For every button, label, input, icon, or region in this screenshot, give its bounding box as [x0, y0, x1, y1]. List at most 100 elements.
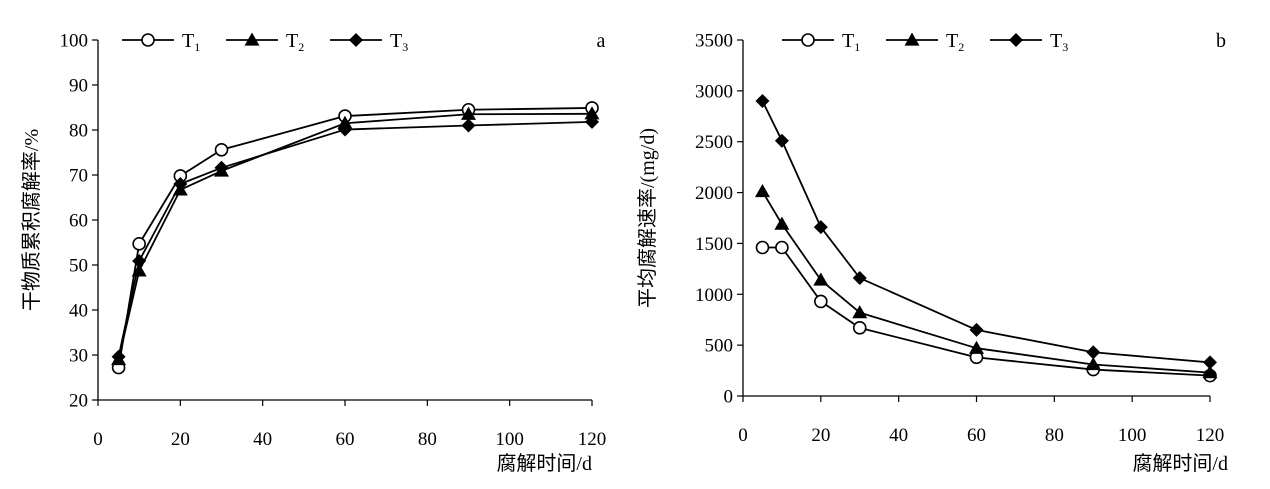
- x-tick-label: 20: [171, 429, 190, 450]
- y-tick-label: 70: [69, 166, 88, 187]
- legend-label: T1: [842, 30, 860, 54]
- y-tick-label: 50: [69, 256, 88, 277]
- legend-marker: [141, 33, 155, 47]
- x-axis-title: 腐解时间/d: [1132, 452, 1228, 475]
- data-point: [132, 253, 147, 268]
- x-tick-label: 120: [1196, 425, 1225, 446]
- legend-item: T3: [330, 30, 408, 54]
- y-axis-title: 干物质累积腐解率/%: [20, 129, 43, 311]
- data-point: [969, 340, 984, 354]
- x-tick-label: 60: [336, 429, 355, 450]
- y-tick-label: 3000: [695, 81, 733, 102]
- series-T2: [754, 184, 1218, 379]
- y-tick-label: 90: [69, 76, 88, 97]
- series-line: [761, 100, 1211, 364]
- x-axis-title: 腐解时间/d: [496, 452, 592, 475]
- data-point: [214, 160, 229, 175]
- data-point: [1203, 355, 1217, 370]
- y-tick-label: 100: [60, 31, 89, 52]
- data-point: [813, 220, 828, 235]
- data-point: [969, 322, 984, 337]
- y-tick-label: 20: [69, 391, 88, 412]
- data-point: [774, 216, 790, 230]
- data-point: [852, 271, 867, 286]
- x-tick-label: 100: [495, 429, 524, 450]
- x-tick-label: 0: [738, 425, 748, 446]
- y-tick-label: 0: [724, 387, 734, 408]
- data-point: [461, 118, 476, 133]
- legend-item: T3: [990, 30, 1068, 54]
- data-point: [814, 294, 828, 309]
- series-T3: [111, 114, 599, 364]
- legend-marker: [244, 32, 260, 46]
- data-point: [1086, 345, 1101, 360]
- data-point: [337, 115, 353, 129]
- panel-letter: a: [597, 30, 606, 52]
- data-point: [775, 240, 789, 255]
- y-tick-label: 80: [69, 121, 88, 142]
- data-point: [1202, 365, 1218, 379]
- data-point: [132, 237, 146, 251]
- series-T2: [111, 106, 600, 366]
- legend-label: T2: [946, 30, 964, 54]
- y-tick-label: 1000: [695, 285, 733, 306]
- x-tick-label: 60: [967, 425, 986, 446]
- data-point: [852, 305, 868, 319]
- data-point: [585, 114, 599, 129]
- legend-marker: [349, 33, 363, 47]
- y-tick-label: 40: [69, 301, 88, 322]
- legend-label: T3: [1050, 30, 1068, 54]
- data-point: [461, 106, 476, 120]
- y-tick-label: 500: [705, 336, 734, 357]
- x-tick-label: 40: [889, 425, 908, 446]
- legend: T1 T2 T3: [122, 30, 408, 54]
- data-point: [338, 122, 352, 137]
- legend-marker: [1009, 33, 1023, 47]
- data-point: [173, 177, 188, 191]
- y-tick-label: 2000: [695, 183, 733, 204]
- data-point: [584, 106, 600, 120]
- series-T1: [111, 101, 599, 375]
- series-line: [117, 121, 593, 357]
- legend-marker: [904, 32, 920, 46]
- data-point: [813, 272, 829, 286]
- data-point: [131, 263, 147, 277]
- legend-item: T2: [226, 30, 304, 54]
- data-point: [755, 240, 770, 255]
- data-point: [852, 321, 867, 335]
- data-point: [111, 349, 126, 364]
- data-point: [755, 94, 770, 109]
- legend-label: T2: [286, 30, 304, 54]
- x-tick-label: 0: [93, 429, 103, 450]
- y-tick-label: 1500: [695, 234, 733, 255]
- x-tick-label: 80: [418, 429, 437, 450]
- data-point: [214, 143, 229, 157]
- x-tick-label: 120: [578, 429, 607, 450]
- series-line: [761, 191, 1211, 374]
- y-tick-label: 30: [69, 346, 88, 367]
- series-T3: [755, 94, 1217, 370]
- legend-label: T3: [390, 30, 408, 54]
- series-line: [117, 107, 593, 368]
- data-point: [774, 133, 789, 148]
- legend: T1 T2 T3: [782, 30, 1068, 54]
- legend-item: T1: [782, 30, 860, 54]
- y-tick-label: 3500: [695, 31, 733, 52]
- series-T1: [755, 240, 1217, 383]
- panel-b: 0 500 1000 1500 2000 2500 3000 3500 0 20 40 60 80 100…: [636, 30, 1228, 475]
- x-tick-label: 80: [1045, 425, 1064, 446]
- x-tick-label: 100: [1118, 425, 1147, 446]
- data-point: [1085, 356, 1101, 371]
- legend-item: T1: [122, 30, 200, 54]
- legend-label: T1: [182, 30, 200, 54]
- y-tick-label: 60: [69, 211, 88, 232]
- x-tick-label: 40: [253, 429, 272, 450]
- panel-letter: b: [1216, 30, 1226, 52]
- series-line: [117, 112, 593, 360]
- legend-marker: [801, 33, 815, 47]
- x-tick-label: 20: [811, 425, 830, 446]
- data-point: [754, 184, 770, 198]
